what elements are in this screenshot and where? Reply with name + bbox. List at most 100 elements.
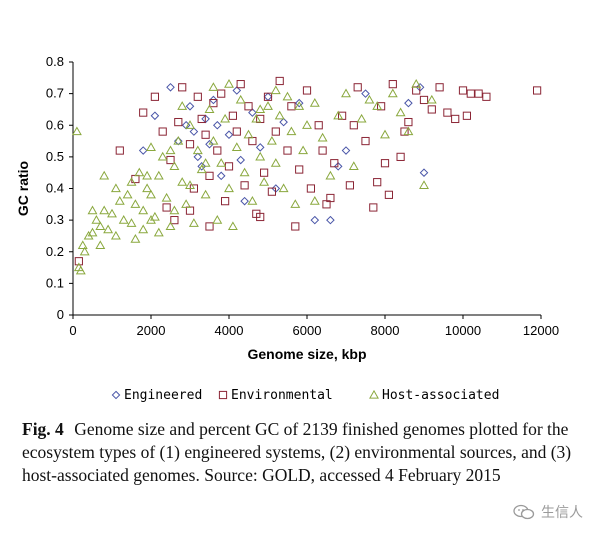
data-point bbox=[126, 177, 137, 186]
data-point bbox=[165, 221, 176, 231]
data-point bbox=[462, 111, 471, 120]
data-point bbox=[388, 80, 397, 89]
series-host-associated bbox=[71, 79, 437, 275]
data-point bbox=[247, 196, 258, 205]
data-point bbox=[451, 114, 460, 124]
data-point bbox=[275, 76, 284, 86]
axes: 0 0.1 0.2 0.3 0.4 0.5 0.6 0.7 0.8 0 2000 4000 6000 80… bbox=[46, 54, 559, 338]
data-point bbox=[248, 136, 257, 146]
data-point bbox=[295, 165, 304, 174]
data-point bbox=[256, 212, 265, 222]
data-point bbox=[173, 135, 184, 145]
data-point bbox=[107, 208, 117, 218]
y-axis-label: GC ratio bbox=[15, 161, 31, 216]
data-point bbox=[282, 91, 293, 101]
data-point bbox=[260, 168, 269, 177]
data-point bbox=[200, 158, 211, 167]
data-point bbox=[443, 108, 452, 117]
data-point bbox=[161, 192, 172, 202]
data-point bbox=[330, 159, 339, 168]
y-tick-label: 0 bbox=[57, 307, 64, 322]
data-point bbox=[435, 83, 444, 92]
data-point bbox=[287, 102, 296, 111]
data-point bbox=[139, 108, 148, 117]
legend-label: Environmental bbox=[231, 388, 333, 403]
data-point bbox=[283, 146, 292, 155]
data-point bbox=[298, 145, 309, 155]
data-point bbox=[221, 197, 230, 206]
y-tick-label: 0.3 bbox=[46, 212, 64, 227]
x-tick-label: 0 bbox=[69, 323, 76, 338]
data-point bbox=[426, 94, 437, 104]
data-point bbox=[317, 132, 328, 142]
data-point bbox=[404, 117, 413, 127]
data-point bbox=[131, 174, 140, 184]
x-tick-label: 12000 bbox=[523, 323, 559, 338]
series-environmental bbox=[74, 76, 542, 266]
data-point bbox=[395, 107, 406, 117]
caption-label: Fig. 4 bbox=[22, 419, 64, 439]
data-point bbox=[157, 151, 168, 161]
data-point bbox=[270, 158, 281, 167]
data-point bbox=[188, 218, 199, 227]
data-point bbox=[309, 196, 320, 205]
data-point bbox=[244, 102, 253, 111]
data-point bbox=[189, 127, 199, 136]
data-point bbox=[364, 94, 375, 104]
data-point bbox=[326, 193, 335, 203]
data-point bbox=[224, 130, 234, 140]
data-point bbox=[294, 101, 305, 110]
data-point bbox=[267, 187, 276, 196]
data-point bbox=[193, 92, 202, 101]
data-point bbox=[403, 126, 414, 136]
data-point bbox=[130, 199, 141, 208]
data-point bbox=[255, 104, 266, 114]
data-point bbox=[150, 111, 160, 121]
data-point bbox=[326, 215, 335, 225]
data-point bbox=[387, 88, 398, 98]
data-point bbox=[196, 164, 207, 174]
data-point bbox=[209, 99, 218, 108]
data-point bbox=[228, 111, 238, 120]
data-point bbox=[185, 180, 195, 189]
data-point bbox=[333, 162, 343, 171]
y-tick-label: 0.7 bbox=[46, 86, 64, 101]
data-point bbox=[138, 146, 148, 155]
data-point bbox=[177, 177, 188, 186]
data-point bbox=[263, 92, 273, 102]
data-point bbox=[200, 189, 211, 199]
data-point bbox=[169, 205, 180, 215]
data-point bbox=[153, 227, 164, 237]
y-tick-label: 0.8 bbox=[46, 54, 64, 69]
y-tick-label: 0.5 bbox=[46, 149, 64, 164]
data-point bbox=[231, 142, 242, 151]
x-tick-label: 4000 bbox=[215, 323, 244, 338]
data-point bbox=[302, 120, 312, 129]
data-point bbox=[197, 162, 207, 171]
data-point bbox=[333, 110, 344, 120]
data-point bbox=[122, 189, 133, 199]
data-point bbox=[118, 215, 129, 224]
data-point bbox=[174, 117, 183, 127]
y-tick-label: 0.6 bbox=[46, 117, 64, 132]
data-point bbox=[232, 86, 242, 95]
data-point bbox=[103, 224, 114, 234]
data-point bbox=[91, 215, 102, 224]
data-point bbox=[240, 181, 249, 190]
data-point bbox=[130, 233, 141, 243]
data-point bbox=[411, 79, 422, 88]
data-point bbox=[419, 180, 429, 189]
data-point bbox=[236, 80, 245, 89]
data-point bbox=[341, 88, 351, 98]
data-point bbox=[185, 101, 195, 111]
data-point bbox=[248, 108, 257, 117]
data-point bbox=[302, 86, 312, 95]
data-point bbox=[192, 145, 203, 155]
data-point bbox=[87, 205, 98, 215]
data-point bbox=[185, 140, 195, 149]
data-point bbox=[458, 86, 468, 95]
data-point bbox=[291, 222, 300, 231]
legend-marker bbox=[369, 389, 379, 399]
data-point bbox=[286, 126, 297, 136]
data-point bbox=[169, 161, 180, 170]
